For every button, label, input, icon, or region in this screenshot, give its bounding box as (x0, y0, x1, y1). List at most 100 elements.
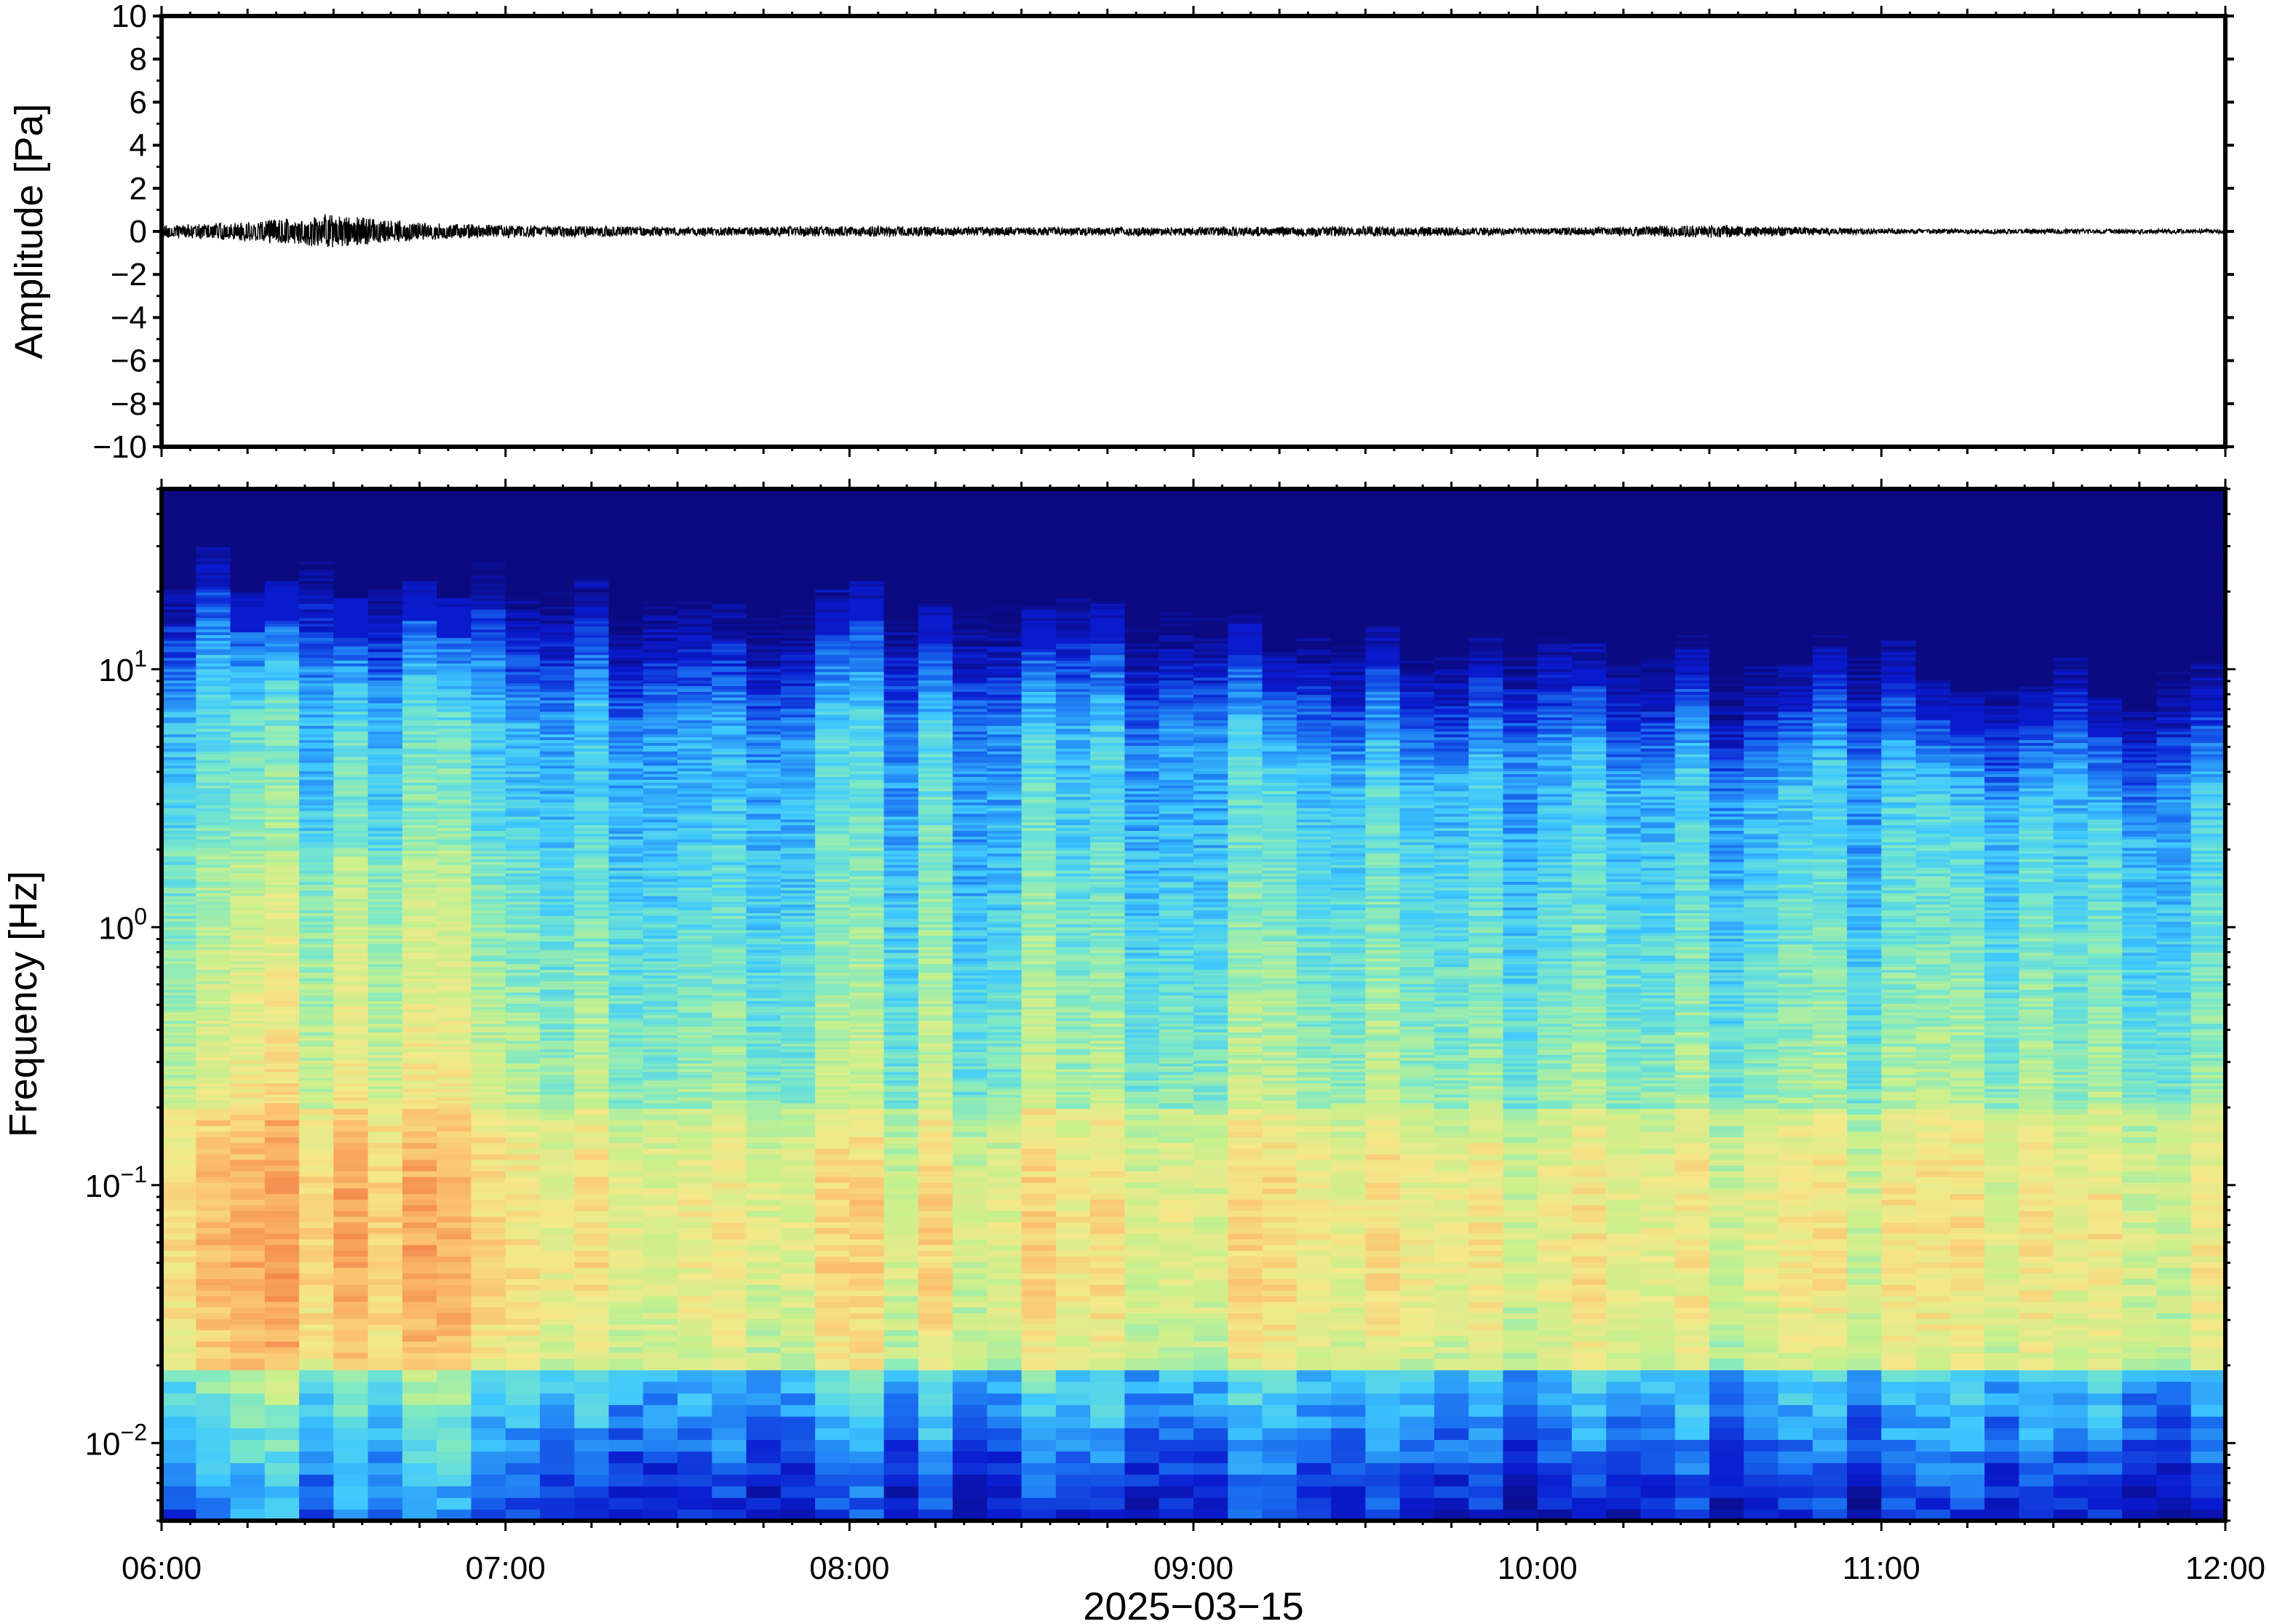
spectrogram-cell (643, 626, 678, 630)
spectrogram-cell (505, 1216, 541, 1223)
spectrogram-cell (264, 748, 300, 752)
spectrogram-cell (230, 1238, 266, 1246)
spectrogram-cell (505, 1335, 541, 1342)
spectrogram-cell (712, 1474, 747, 1486)
spectrogram-cell (230, 1474, 266, 1486)
spectrogram-cell (333, 617, 369, 621)
spectrogram-cell (471, 872, 506, 877)
spectrogram-cell (608, 813, 644, 817)
spectrogram-cell (712, 1222, 747, 1228)
spectrogram-cell (746, 1451, 782, 1463)
spectrogram-cell (402, 498, 437, 502)
spectrogram-cell (264, 1238, 300, 1246)
spectrogram-cell (333, 861, 369, 865)
spectrogram-cell (264, 1262, 300, 1268)
spectrogram-cell (746, 1307, 782, 1313)
spectrogram-cell (608, 515, 644, 519)
spectrogram-cell (539, 771, 575, 774)
spectrogram-cell (437, 521, 472, 525)
spectrogram-cell (402, 677, 437, 681)
spectrogram-cell (505, 983, 541, 987)
spectrogram-cell (264, 498, 300, 502)
spectrogram-cell (162, 830, 196, 834)
spectrogram-cell (299, 720, 334, 723)
spectrogram-cell (539, 1066, 575, 1070)
spectrogram-cell (402, 1009, 437, 1013)
spectrogram-cell (333, 842, 369, 845)
spectrogram-cell (471, 634, 506, 638)
spectrogram-cell (677, 518, 712, 522)
spectrogram-cell (471, 589, 506, 593)
spectrogram-cell (402, 501, 437, 505)
spectrogram-cell (643, 1032, 678, 1035)
spectrogram-cell (471, 702, 506, 706)
spectrogram-cell (230, 586, 266, 590)
spectrogram-cell (643, 697, 678, 701)
spectrogram-cell (574, 512, 610, 517)
spectrogram-cell (162, 527, 196, 530)
spectrogram-cell (539, 969, 575, 973)
spectrogram-cell (264, 1393, 300, 1406)
spectrogram-cell (299, 530, 334, 533)
spectrogram-cell (677, 932, 712, 936)
spectrogram-cell (402, 1462, 437, 1475)
spectrogram-cell (643, 569, 678, 573)
spectrogram-cell (367, 768, 403, 772)
spectrogram-cell (505, 872, 541, 877)
spectrogram-cell (367, 682, 403, 687)
spectrogram-cell (643, 827, 678, 831)
spectrogram-cell (574, 677, 610, 681)
spectrogram-cell (230, 1358, 266, 1371)
spectrogram-cell (437, 663, 472, 666)
spectrogram-cell (539, 799, 575, 803)
spectrogram-cell (539, 1250, 575, 1257)
spectrogram-cell (643, 887, 678, 891)
spectrogram-cell (471, 805, 506, 808)
spectrogram-cell (643, 867, 678, 871)
spectrogram-cell (574, 700, 610, 704)
spectrogram-cell (746, 1182, 782, 1189)
spectrogram-cell (230, 1210, 266, 1217)
spectrogram-cell (539, 1439, 575, 1452)
spectrogram-cell (643, 1244, 678, 1251)
spectrogram-cell (402, 651, 437, 656)
spectrogram-cell (162, 1267, 196, 1274)
spectrogram-cell (230, 1057, 266, 1061)
spectrogram-cell (367, 850, 403, 854)
spectrogram-cell (608, 736, 644, 741)
spectrogram-cell (333, 1329, 369, 1337)
spectrogram-cell (574, 793, 610, 797)
spectrogram-cell (505, 958, 541, 962)
spectrogram-cell (608, 669, 644, 672)
spectrogram-cell (196, 757, 231, 760)
spectrogram-cell (162, 1051, 196, 1055)
spectrogram-cell (574, 1023, 610, 1027)
spectrogram-cell (333, 950, 369, 953)
spectrogram-cell (505, 924, 541, 928)
spectrogram-cell (402, 1096, 437, 1101)
spectrogram-cell (608, 1153, 644, 1161)
spectrogram-cell (367, 723, 403, 726)
spectrogram-cell (677, 771, 712, 774)
spectrogram-cell (574, 584, 610, 587)
spectrogram-cell (643, 1324, 678, 1331)
spectrogram-cell (643, 606, 678, 610)
spectrogram-cell (437, 501, 472, 505)
spectrogram-cell (608, 776, 644, 780)
spectrogram-cell (643, 1094, 678, 1098)
spectrogram-cell (333, 1088, 369, 1092)
spectrogram-cell (264, 989, 300, 993)
spectrogram-cell (333, 790, 369, 795)
spectrogram-cell (299, 632, 334, 635)
spectrogram-cell (712, 674, 747, 678)
spectrogram-cell (196, 651, 231, 656)
spectrogram-cell (712, 1193, 747, 1200)
spectrogram-cell (505, 1486, 541, 1498)
spectrogram-cell (437, 819, 472, 823)
spectrogram-cell (643, 844, 678, 848)
spectrogram-cell (574, 1205, 610, 1211)
spectrogram-cell (712, 1057, 747, 1061)
spectrogram-cell (505, 1182, 541, 1189)
spectrogram-cell (264, 947, 300, 950)
